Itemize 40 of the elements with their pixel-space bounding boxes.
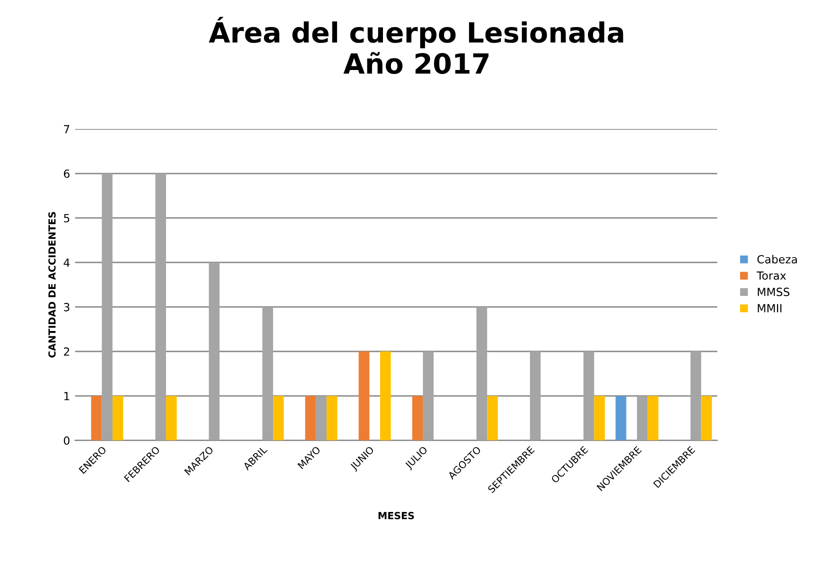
bar — [380, 351, 391, 440]
legend-label: Cabeza — [757, 254, 797, 264]
bar — [208, 262, 220, 440]
bar — [648, 396, 658, 440]
bar — [412, 396, 423, 440]
bar — [358, 351, 370, 440]
y-tick-label: 7 — [64, 125, 70, 134]
legend-label: MMSS — [758, 288, 790, 296]
legend-label: MMII — [758, 304, 782, 312]
bar — [91, 396, 102, 440]
bar — [690, 351, 702, 440]
y-tick-label: 5 — [64, 214, 70, 222]
y-tick-label: 4 — [64, 258, 70, 267]
bar — [305, 396, 316, 440]
bar — [594, 396, 605, 440]
bar — [616, 396, 626, 440]
y-tick-label: 0 — [64, 436, 70, 445]
bar — [316, 396, 327, 440]
bar — [530, 351, 541, 440]
bar — [166, 396, 177, 440]
y-tick-label: 6 — [64, 169, 70, 178]
bar — [326, 396, 338, 440]
bar — [701, 396, 712, 440]
bar — [476, 306, 488, 440]
bar — [487, 396, 498, 440]
legend-label: Torax — [756, 272, 786, 280]
y-axis-title: CANTIDAD DE ACCIDENTES — [48, 212, 56, 358]
bar — [636, 396, 648, 440]
y-tick-label: 1 — [64, 392, 70, 400]
bar — [102, 174, 113, 440]
bar — [422, 351, 434, 440]
bar — [155, 174, 166, 440]
y-tick-label: 3 — [64, 302, 70, 312]
bar — [583, 351, 594, 440]
bar — [262, 306, 274, 440]
bar — [273, 396, 284, 440]
x-axis-title: MESES — [378, 512, 414, 520]
chart-title: Área del cuerpo Lesionada Año 2017 — [208, 16, 624, 74]
y-tick-label: 2 — [64, 347, 70, 356]
bar — [112, 396, 124, 440]
